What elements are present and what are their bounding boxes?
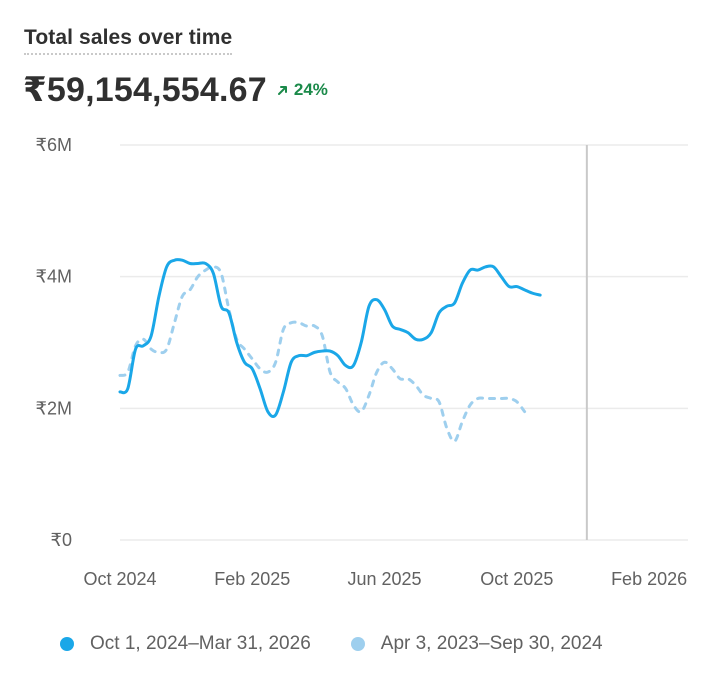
- change-badge: 24%: [277, 80, 328, 100]
- legend-dot-current: [60, 637, 74, 651]
- x-tick-label: Feb 2025: [214, 569, 290, 589]
- x-tick-label: Oct 2025: [480, 569, 553, 589]
- y-tick-label: ₹4M: [36, 267, 72, 287]
- y-tick-label: ₹2M: [36, 398, 72, 418]
- legend-item-current[interactable]: Oct 1, 2024–Mar 31, 2026: [60, 633, 311, 655]
- legend-dot-previous: [350, 637, 365, 651]
- chart-legend: Oct 1, 2024–Mar 31, 2026 Apr 3, 2023–Sep…: [60, 633, 643, 655]
- sales-line-chart[interactable]: ₹0 ₹2M ₹4M ₹6M Oct 2024 Feb 2025 Jun 2025 Oct 2…: [0, 120, 720, 600]
- legend-label-current: Oct 1, 2024–Mar 31, 2026: [90, 633, 311, 654]
- x-tick-label: Jun 2025: [348, 569, 422, 589]
- total-sales-value: ₹59,154,554.67: [23, 71, 267, 109]
- legend-label-previous: Apr 3, 2023–Sep 30, 2024: [380, 633, 603, 654]
- arrow-up-right-icon: [277, 86, 287, 95]
- x-tick-label: Oct 2024: [83, 569, 156, 589]
- chart-title[interactable]: Total sales over time: [24, 26, 233, 55]
- y-tick-label: ₹0: [51, 530, 72, 550]
- x-tick-label: Feb 2026: [611, 569, 687, 589]
- legend-item-previous[interactable]: Apr 3, 2023–Sep 30, 2024: [350, 633, 603, 655]
- y-tick-label: ₹6M: [36, 135, 72, 155]
- series-line-previous: [118, 265, 527, 443]
- change-percent: 24%: [293, 80, 328, 99]
- total-summary: ₹59,154,554.67 24%: [23, 70, 328, 110]
- series-line-current: [118, 258, 542, 418]
